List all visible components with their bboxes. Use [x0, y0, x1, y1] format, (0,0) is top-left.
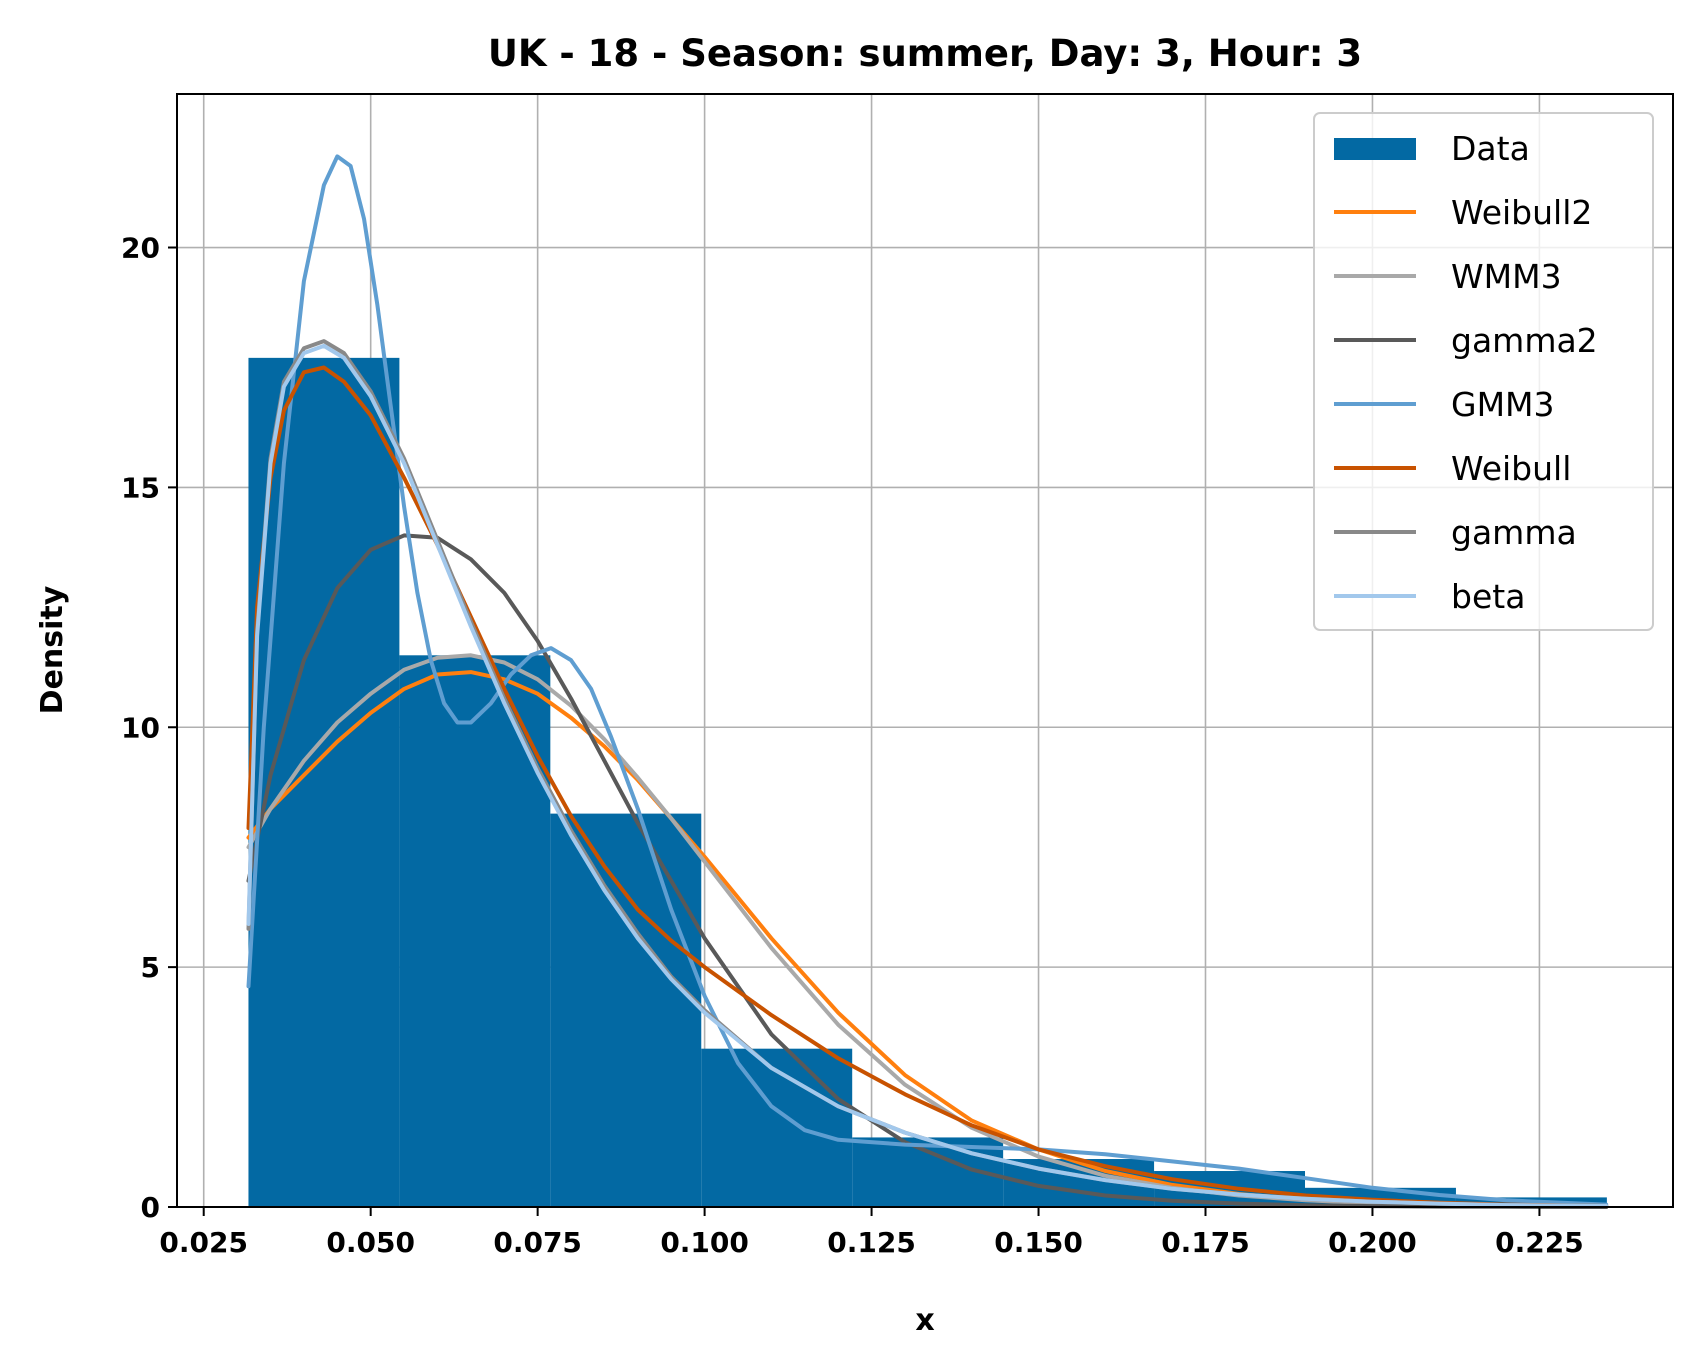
plot-frame: [176, 93, 1674, 1208]
x-tick-label: 0.200: [1328, 1226, 1417, 1259]
x-tick-label: 0.225: [1495, 1226, 1584, 1259]
chart-title: UK - 18 - Season: summer, Day: 3, Hour: …: [488, 32, 1362, 75]
y-tick-label: 20: [121, 232, 160, 265]
series-line-gamma2: [246, 533, 1609, 1209]
legend-label: Weibull: [1451, 449, 1571, 488]
legend-label: gamma: [1451, 513, 1577, 552]
legend-label: Weibull2: [1451, 193, 1592, 232]
series-line-beta: [246, 343, 1609, 1208]
y-tick-label: 10: [121, 711, 160, 744]
histogram-bar: [701, 1048, 853, 1207]
legend-swatch-data: [1334, 138, 1416, 160]
x-tick-label: 0.125: [827, 1226, 916, 1259]
y-tick-label: 15: [121, 471, 160, 504]
x-tick-label: 0.100: [660, 1226, 749, 1259]
legend-label: gamma2: [1451, 321, 1598, 360]
histogram-bar: [550, 813, 702, 1207]
legend-label: beta: [1451, 577, 1525, 616]
legend-label: GMM3: [1451, 385, 1555, 424]
x-axis-ticks: 0.025 0.050 0.075 0.100 0.125 0.150 0.175 0.200…: [159, 1207, 1584, 1259]
x-axis-label: x: [915, 1303, 934, 1338]
y-axis-label: Density: [35, 585, 70, 714]
series-line-gmm3: [246, 154, 1609, 1207]
x-tick-label: 0.150: [994, 1226, 1083, 1259]
x-tick-label: 0.175: [1161, 1226, 1250, 1259]
legend-label: WMM3: [1451, 257, 1562, 296]
legend-label: Data: [1451, 129, 1530, 168]
legend: Data Weibull2 WMM3 gamma2 GMM3 Weibull gamma be…: [1313, 112, 1654, 631]
x-tick-label: 0.050: [326, 1226, 415, 1259]
density-curves: [246, 154, 1609, 1209]
y-tick-label: 0: [141, 1191, 160, 1224]
y-tick-label: 5: [141, 951, 160, 984]
series-line-weibull: [246, 365, 1609, 1208]
legend-box: [1313, 112, 1654, 631]
x-tick-label: 0.075: [493, 1226, 582, 1259]
histogram-bar: [248, 357, 400, 1207]
x-tick-label: 0.025: [159, 1226, 248, 1259]
y-axis-ticks: 0 5 10 15 20: [121, 232, 177, 1224]
